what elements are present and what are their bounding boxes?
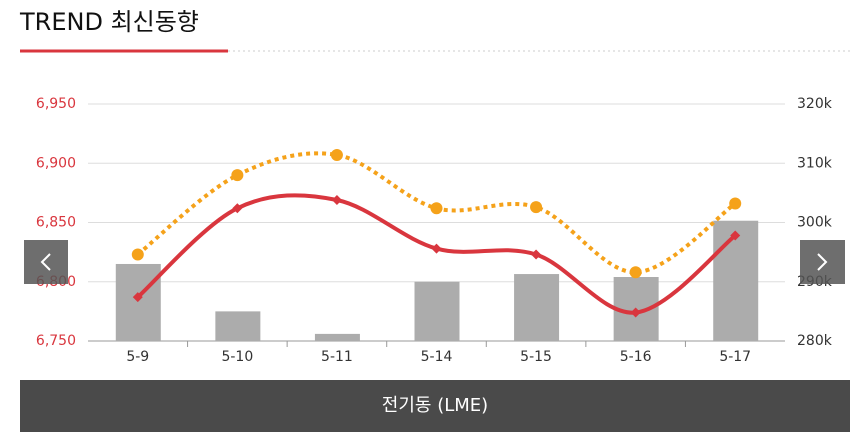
marker xyxy=(730,230,741,241)
bar xyxy=(713,220,759,341)
bar xyxy=(414,281,460,341)
marker xyxy=(629,266,642,279)
marker xyxy=(331,194,342,205)
x-tick-label: 5-9 xyxy=(126,349,149,365)
y2-tick-label: 300k xyxy=(797,215,833,231)
y-tick-label: 6,850 xyxy=(36,215,76,231)
x-tick-label: 5-15 xyxy=(520,349,552,365)
bar xyxy=(115,263,161,341)
x-tick-label: 5-14 xyxy=(421,349,453,365)
next-button[interactable] xyxy=(800,240,845,284)
widget-title: TREND 최신동향 xyxy=(19,8,199,36)
y2-tick-label: 320k xyxy=(797,96,833,112)
bar xyxy=(215,311,261,341)
y-tick-label: 6,900 xyxy=(36,155,76,171)
x-tick-label: 5-10 xyxy=(221,349,253,365)
marker xyxy=(430,202,443,215)
marker xyxy=(232,203,243,214)
x-tick-label: 5-16 xyxy=(620,349,652,365)
marker xyxy=(729,197,742,210)
bar xyxy=(514,274,560,341)
marker xyxy=(630,307,641,318)
y2-tick-label: 310k xyxy=(797,155,833,171)
next-button-bg[interactable] xyxy=(800,240,845,284)
y-tick-label: 6,750 xyxy=(36,333,76,349)
prev-button-bg[interactable] xyxy=(24,240,68,284)
marker xyxy=(530,201,543,214)
marker xyxy=(131,248,144,261)
y2-tick-label: 280k xyxy=(797,333,833,349)
next-arrow[interactable] xyxy=(817,253,828,271)
x-tick-label: 5-17 xyxy=(719,349,751,365)
marker xyxy=(431,243,442,254)
marker xyxy=(231,169,244,182)
prev-button[interactable] xyxy=(24,240,68,284)
x-tick-label: 5-11 xyxy=(321,349,353,365)
prev-arrow[interactable] xyxy=(40,253,51,271)
y-tick-label: 6,950 xyxy=(36,96,76,112)
marker xyxy=(330,148,343,161)
bar xyxy=(314,333,360,341)
footer-label: 전기동 (LME) xyxy=(382,395,488,416)
footer-bar xyxy=(20,380,850,432)
marker xyxy=(531,249,542,260)
marker xyxy=(132,292,143,303)
plot: 6,7506,8006,8506,9006,950280k290k300k310… xyxy=(36,96,833,365)
